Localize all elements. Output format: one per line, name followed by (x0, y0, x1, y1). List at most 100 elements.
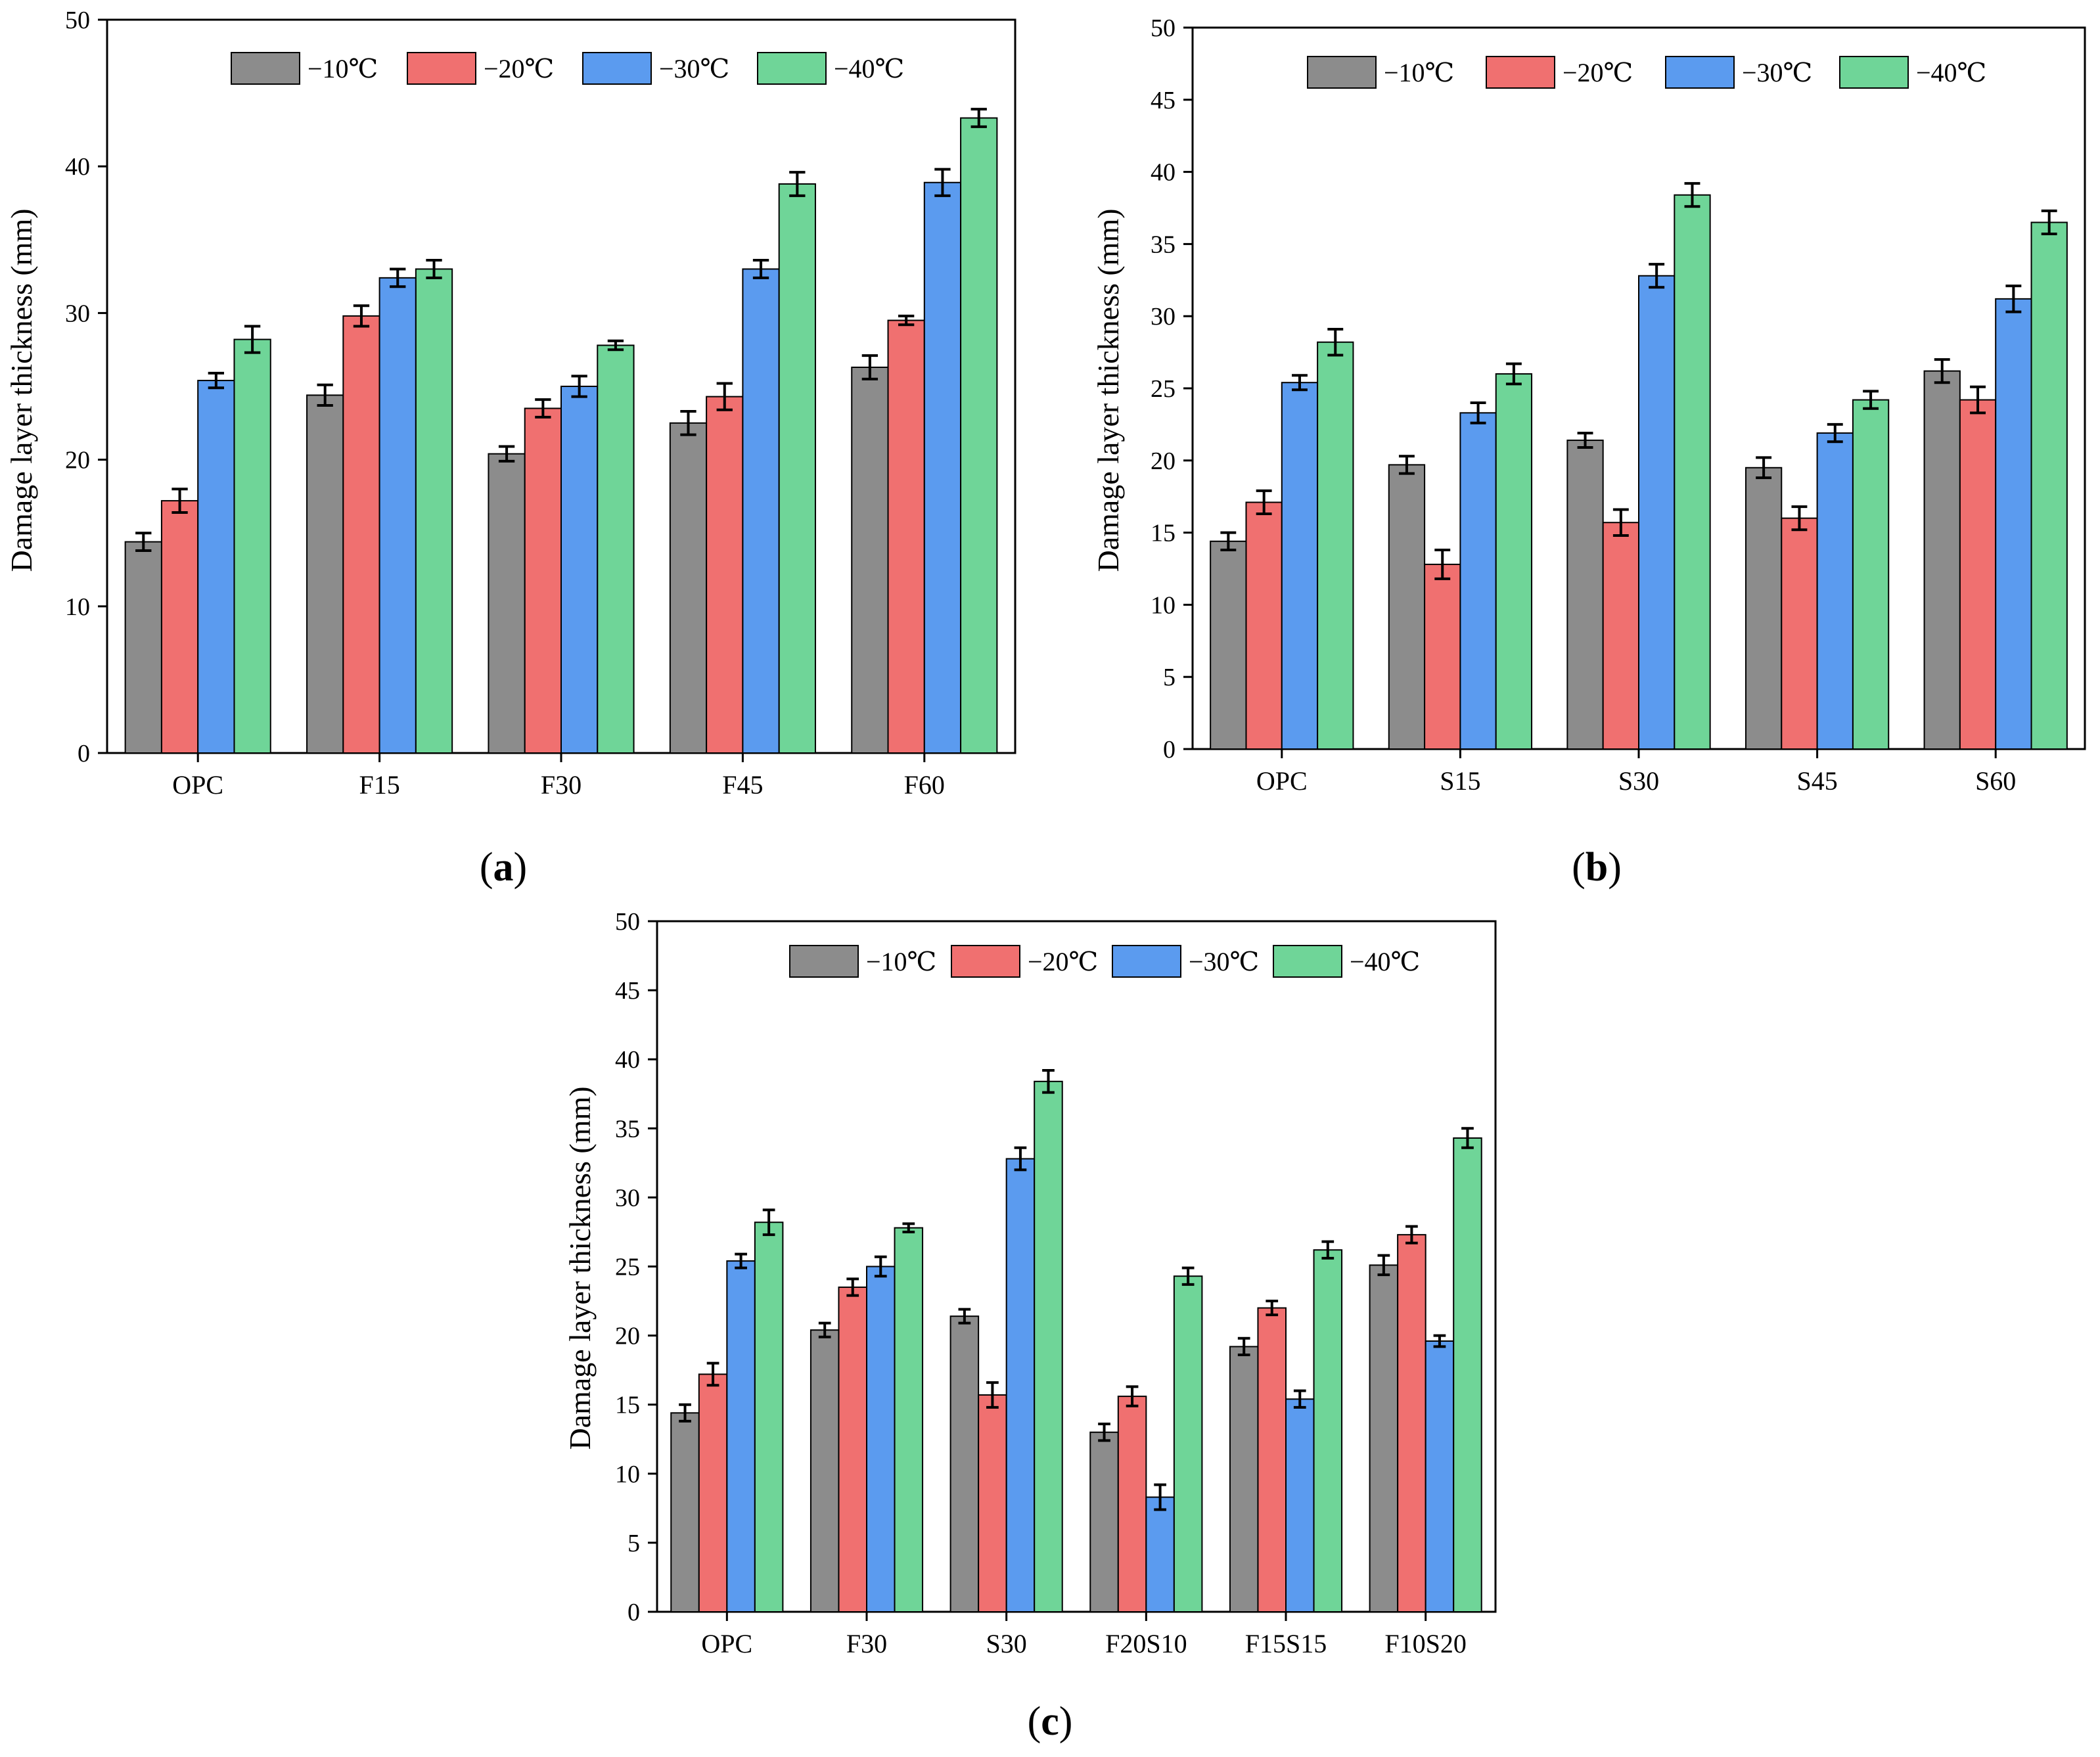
error-bar (1042, 1069, 1055, 1094)
x-tick-label: OPC (701, 1629, 752, 1658)
legend-label: −30℃ (659, 54, 729, 83)
error-bar (1014, 1146, 1027, 1172)
bar (1566, 440, 1604, 750)
error-bar (1827, 422, 1843, 444)
error-bar (752, 259, 769, 279)
legend-swatch (407, 52, 476, 85)
legend-item: −40℃ (1839, 56, 1986, 89)
error-bar (2041, 209, 2057, 236)
x-tick-label: F30 (541, 770, 582, 800)
error-bar (861, 354, 879, 380)
panel-b-letter: b (1586, 845, 1608, 890)
x-tick-label: S15 (1440, 766, 1480, 796)
bar (978, 1394, 1007, 1613)
legend-label: −30℃ (1742, 58, 1812, 87)
bar (742, 268, 780, 754)
error-bar (244, 325, 261, 354)
bar (1816, 432, 1854, 750)
error-bar (1434, 548, 1451, 580)
error-bar (353, 304, 370, 328)
y-tick-label: 0 (1163, 736, 1176, 764)
panel-a-letter: a (493, 845, 514, 890)
y-tick-label: 15 (615, 1392, 640, 1419)
bar (160, 500, 199, 754)
error-bar (1405, 1225, 1418, 1244)
bar (1923, 370, 1961, 750)
x-tick-label: F30 (846, 1629, 887, 1658)
legend-item: −30℃ (582, 52, 729, 85)
panel-b-ylabel: Damage layer thickness (mm) (1091, 208, 1125, 572)
error-bar (1934, 358, 1950, 384)
bar (1210, 540, 1247, 750)
legend-item: −20℃ (407, 52, 554, 85)
bar (2030, 221, 2068, 750)
legend-label: −20℃ (1563, 58, 1633, 87)
bar (669, 422, 708, 754)
error-bar (498, 445, 515, 463)
x-tick-label: S60 (1975, 766, 2016, 796)
x-tick-label: F60 (904, 770, 945, 800)
error-bar (208, 371, 225, 390)
error-bar (1126, 1385, 1139, 1407)
legend-swatch (1307, 56, 1377, 89)
legend-label: −30℃ (1189, 947, 1259, 976)
bar (560, 386, 599, 754)
legend-label: −20℃ (1028, 947, 1098, 976)
error-bar (571, 375, 587, 398)
bar (726, 1260, 756, 1613)
y-tick-label: 40 (615, 1046, 640, 1074)
error-bar (898, 314, 915, 327)
x-tick-label: S30 (1618, 766, 1659, 796)
bar (1459, 412, 1497, 750)
legend-swatch (1839, 56, 1909, 89)
y-tick-label: 35 (1151, 231, 1176, 258)
bar (949, 1315, 980, 1612)
error-bar (1292, 374, 1308, 392)
y-tick-label: 15 (1151, 520, 1176, 547)
error-bar (1612, 508, 1629, 537)
error-bar (1791, 505, 1808, 532)
bar (1257, 1307, 1287, 1613)
bar (851, 366, 889, 754)
error-bar (1649, 263, 1665, 289)
error-bar (706, 1361, 719, 1387)
svg-text:(c): (c) (1028, 1699, 1073, 1744)
bar (778, 183, 816, 754)
bar (923, 181, 962, 754)
bar (1425, 1340, 1455, 1613)
error-bar (970, 108, 987, 128)
y-tick-label: 45 (615, 977, 640, 1005)
error-bar (1756, 456, 1772, 480)
svg-text:(a): (a) (480, 845, 527, 890)
bar (1995, 298, 2032, 750)
error-bar (1505, 362, 1522, 386)
bar (1285, 1398, 1315, 1612)
bar (1453, 1137, 1482, 1613)
error-bar (680, 409, 696, 436)
bar (1495, 373, 1533, 750)
bar (1245, 501, 1283, 750)
y-tick-label: 30 (615, 1184, 640, 1212)
bar (488, 453, 526, 754)
error-bar (735, 1252, 747, 1269)
error-bar (1398, 455, 1415, 475)
y-tick-label: 20 (1151, 447, 1176, 475)
legend-swatch (789, 945, 859, 978)
bar (1745, 467, 1783, 750)
legend-item: −10℃ (1307, 56, 1454, 89)
legend-item: −20℃ (951, 945, 1098, 978)
legend-item: −30℃ (1665, 56, 1812, 89)
error-bar (762, 1208, 775, 1237)
error-bar (1461, 1127, 1474, 1149)
bar (754, 1221, 784, 1612)
error-bar (958, 1308, 971, 1325)
legend-label: −40℃ (834, 54, 904, 83)
bar (1317, 341, 1354, 750)
y-tick-label: 30 (1151, 303, 1176, 331)
y-tick-label: 40 (65, 153, 90, 181)
panel-c-chart: Damage layer thickness (mm) (c) 0 5 10 15 20… (563, 908, 1497, 1744)
error-bar (1863, 390, 1879, 410)
panel-a-ylabel: Damage layer thickness (mm) (5, 208, 38, 572)
bar (1781, 517, 1818, 750)
error-bar (171, 488, 188, 514)
